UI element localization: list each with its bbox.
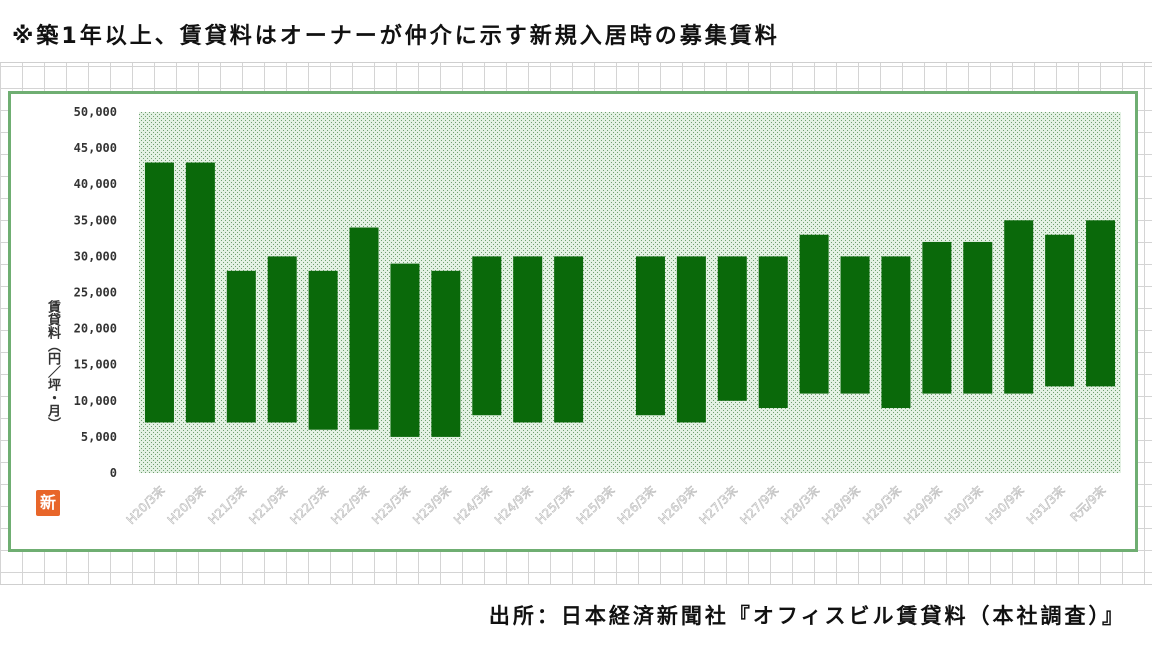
x-tick-label: H28/3末	[778, 483, 822, 527]
bar-H26/3末	[635, 256, 665, 416]
y-tick-label: 35,000	[74, 213, 117, 227]
bar-H21/9末	[267, 256, 297, 423]
bar-H28/9末	[840, 256, 870, 394]
x-tick-label: H31/3末	[1024, 483, 1068, 527]
source-credit: 出所：日本経済新聞社『オフィスビル賃貸料（本社調査）』	[488, 604, 1126, 628]
new-badge-icon: 新	[36, 490, 60, 516]
bar-H21/3末	[226, 270, 256, 423]
x-tick-label: H29/9末	[901, 483, 945, 527]
x-tick-label: H26/9末	[656, 483, 700, 527]
bar-H29/3末	[881, 256, 911, 409]
x-tick-label: H30/3末	[942, 483, 986, 527]
bar-H27/3末	[717, 256, 747, 401]
y-tick-label: 15,000	[74, 358, 117, 372]
y-tick-label: 10,000	[74, 394, 117, 408]
x-tick-label: H22/3末	[287, 483, 331, 527]
footer-band	[0, 584, 1152, 649]
rent-note: ※築1年以上、賃貸料はオーナーが仲介に示す新規入居時の募集賃料	[12, 24, 780, 49]
y-tick-label: 40,000	[74, 177, 117, 191]
x-tick-label: H27/3末	[697, 483, 741, 527]
bar-H28/3末	[799, 234, 829, 394]
bar-H23/3末	[390, 263, 420, 437]
bar-H20/3末	[144, 162, 174, 423]
y-tick-label: 0	[110, 466, 117, 480]
bar-H24/9末	[513, 256, 543, 423]
x-tick-label: H20/9末	[165, 483, 209, 527]
y-tick-label: 50,000	[74, 105, 117, 119]
x-tick-label: H25/9末	[574, 483, 618, 527]
x-tick-label: H23/9末	[410, 483, 454, 527]
x-tick-label: H21/9末	[247, 483, 291, 527]
x-tick-label: H25/3末	[533, 483, 577, 527]
plot-area	[139, 112, 1121, 473]
y-axis-label: 賃貸料（円／坪・月）	[45, 300, 60, 430]
x-tick-label: H20/3末	[124, 483, 168, 527]
bar-H23/9末	[431, 270, 461, 437]
y-tick-label: 20,000	[74, 322, 117, 336]
x-tick-label: H21/3末	[206, 483, 250, 527]
bar-H29/9末	[922, 241, 952, 394]
x-tick-label: H26/3末	[615, 483, 659, 527]
bar-chart: 0 5,000 10,000 15,000 20,000 25,000 30,000 35,0…	[74, 105, 1121, 527]
x-tick-label: H22/9末	[328, 483, 372, 527]
bar-H25/3末	[554, 256, 584, 423]
bar-R元/9末	[1086, 220, 1116, 387]
chart-frame: 0 5,000 10,000 15,000 20,000 25,000 30,000 35,0…	[8, 91, 1138, 552]
bar-H30/3末	[963, 241, 993, 394]
y-tick-label: 25,000	[74, 286, 117, 300]
x-tick-label: H23/3末	[369, 483, 413, 527]
bar-H26/9末	[676, 256, 706, 423]
bar-H31/3末	[1045, 234, 1075, 387]
y-tick-label: 5,000	[81, 430, 117, 444]
bar-H22/3末	[308, 270, 338, 430]
x-tick-label: H29/3末	[860, 483, 904, 527]
x-tick-label: H24/9末	[492, 483, 536, 527]
bar-H30/9末	[1004, 220, 1034, 394]
bar-H27/9末	[758, 256, 788, 409]
header-band	[0, 0, 1152, 63]
x-tick-label: H24/3末	[451, 483, 495, 527]
x-tick-label: R元/9末	[1068, 483, 1109, 524]
bar-H22/9末	[349, 227, 379, 430]
y-tick-label: 30,000	[74, 249, 117, 263]
x-tick-label: H30/9末	[983, 483, 1027, 527]
bar-H24/3末	[472, 256, 502, 416]
bar-H20/9末	[185, 162, 215, 423]
y-tick-label: 45,000	[74, 141, 117, 155]
x-tick-label: H27/9末	[738, 483, 782, 527]
x-tick-label: H28/9末	[819, 483, 863, 527]
